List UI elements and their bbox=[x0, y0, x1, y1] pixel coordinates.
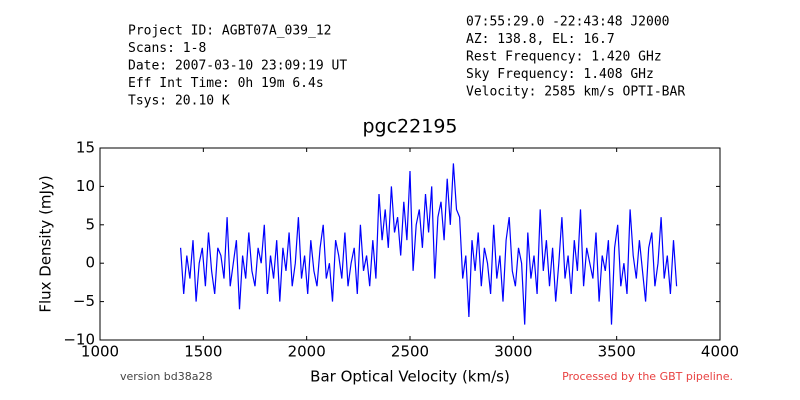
footer-version: version bd38a28 bbox=[120, 370, 213, 383]
x-axis-label: Bar Optical Velocity (km/s) bbox=[310, 368, 510, 386]
header-line: Scans: 1-8 bbox=[128, 41, 206, 56]
y-tick-label: −5 bbox=[73, 292, 95, 310]
header-line: Eff Int Time: 0h 19m 6.4s bbox=[128, 76, 324, 91]
header-line: Rest Frequency: 1.420 GHz bbox=[466, 50, 662, 65]
y-tick-label: 5 bbox=[85, 215, 95, 233]
x-tick-label: 2500 bbox=[391, 343, 429, 361]
y-tick-label: −10 bbox=[63, 331, 95, 349]
y-tick-label: 0 bbox=[85, 254, 95, 272]
chart-title: pgc22195 bbox=[362, 116, 457, 138]
y-tick-label: 15 bbox=[76, 139, 95, 157]
header-line: 07:55:29.0 -22:43:48 J2000 bbox=[466, 15, 670, 30]
x-tick-label: 1500 bbox=[184, 343, 222, 361]
header-line: Tsys: 20.10 K bbox=[128, 94, 230, 109]
y-tick-label: 10 bbox=[76, 177, 95, 195]
header-line: AZ: 138.8, EL: 16.7 bbox=[466, 32, 615, 47]
x-tick-label: 4000 bbox=[701, 343, 739, 361]
x-tick-label: 1000 bbox=[81, 343, 119, 361]
spectrum-line bbox=[180, 163, 678, 325]
x-tick-label: 3000 bbox=[494, 343, 532, 361]
y-axis-label: Flux Density (mJy) bbox=[37, 175, 55, 312]
header-line: Date: 2007-03-10 23:09:19 UT bbox=[128, 59, 347, 74]
x-tick-label: 2000 bbox=[288, 343, 326, 361]
header-line: Velocity: 2585 km/s OPTI-BAR bbox=[466, 85, 685, 100]
footer-pipeline: Processed by the GBT pipeline. bbox=[562, 370, 733, 383]
header-line: Project ID: AGBT07A_039_12 bbox=[128, 24, 332, 39]
x-tick-label: 3500 bbox=[598, 343, 636, 361]
header-line: Sky Frequency: 1.408 GHz bbox=[466, 67, 654, 82]
